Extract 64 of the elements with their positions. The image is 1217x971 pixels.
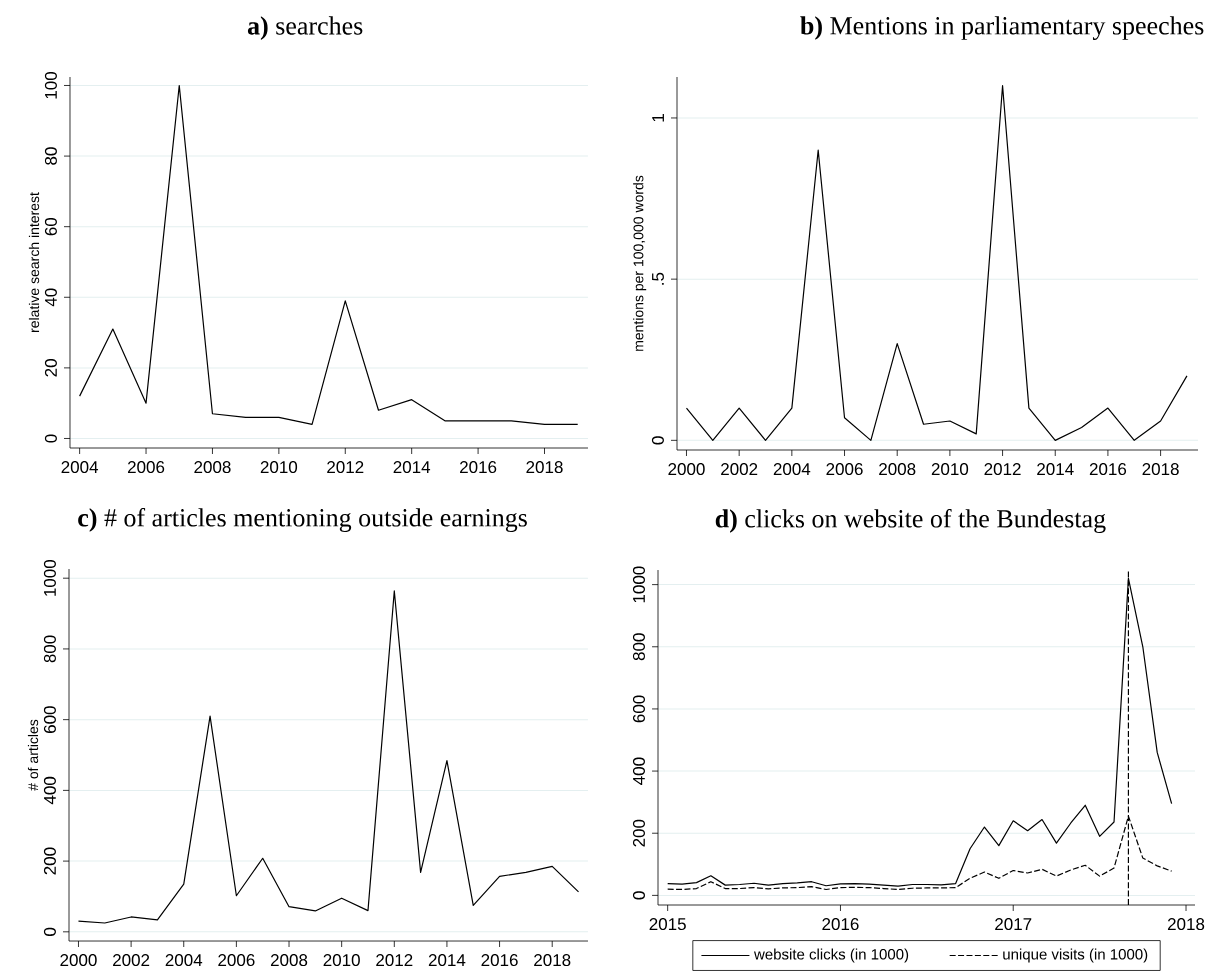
x-tick-label: 2012	[984, 463, 1021, 476]
x-tick-label: 2015	[649, 918, 686, 931]
x-tick-label: 2012	[376, 954, 413, 967]
y-tick-label: 0	[43, 927, 56, 936]
x-tick-label: 2000	[668, 463, 705, 476]
y-tick-label: 800	[632, 633, 645, 661]
y-tick-label: 0	[632, 891, 645, 900]
y-axis-title: mentions per 100,000 words	[633, 175, 647, 351]
x-tick-label: 2008	[879, 463, 916, 476]
y-tick-label: 0	[651, 436, 664, 445]
x-tick-label: 2000	[60, 954, 97, 967]
legend-label: website clicks (in 1000)	[753, 948, 909, 963]
x-tick-label: 2016	[1089, 463, 1127, 476]
y-tick-label: 200	[632, 819, 645, 847]
y-tick-label: 40	[44, 288, 57, 307]
y-tick-label: .5	[652, 272, 664, 285]
x-tick-label: 2002	[721, 463, 758, 476]
y-tick-label: 60	[44, 217, 57, 236]
x-tick-label: 2006	[826, 463, 863, 476]
y-tick-label: 600	[43, 706, 56, 733]
chart-title: c) # of articles mentioning outside earnings	[78, 508, 527, 532]
x-tick-label: 2014	[428, 954, 466, 967]
y-axis-title: # of articles	[27, 719, 39, 791]
x-tick-label: 2004	[773, 463, 811, 476]
x-tick-label: 2006	[218, 954, 255, 967]
x-tick-label: 2016	[460, 461, 497, 474]
x-tick-label: 2018	[526, 461, 563, 474]
x-tick-label: 2004	[165, 954, 203, 967]
x-tick-label: 2018	[534, 954, 571, 967]
line-series	[77, 590, 580, 924]
x-tick-label: 2006	[127, 461, 165, 474]
x-tick-label: 2017	[995, 918, 1032, 931]
x-tick-label: 2010	[260, 461, 298, 474]
y-tick-label: 600	[632, 695, 645, 723]
x-tick-label: 2014	[393, 461, 431, 474]
y-axis-title: relative search interest	[28, 192, 40, 332]
x-tick-label: 2016	[481, 954, 518, 967]
x-tick-label: 2002	[113, 954, 150, 967]
y-tick-label: 0	[44, 434, 57, 443]
chart-title: b) Mentions in parliamentary speeches	[800, 16, 1204, 40]
x-tick-label: 2010	[323, 954, 360, 967]
y-tick-label: 400	[632, 757, 645, 785]
y-tick-label: 100	[44, 71, 57, 99]
y-tick-label: 20	[44, 359, 57, 377]
x-tick-label: 2008	[194, 461, 231, 474]
legend-label: unique visits (in 1000)	[1003, 948, 1148, 963]
x-tick-label: 2014	[1037, 463, 1074, 476]
chart-title: d) clicks on website of the Bundestag	[715, 509, 1106, 533]
y-tick-label: 200	[43, 847, 56, 875]
y-tick-label: 80	[44, 147, 57, 165]
x-tick-label: 2018	[1142, 463, 1179, 476]
x-tick-label: 2010	[931, 463, 969, 476]
x-tick-label: 2012	[327, 461, 364, 474]
x-tick-label: 2016	[822, 918, 859, 931]
y-tick-label: 1	[652, 114, 664, 122]
y-tick-label: 400	[43, 776, 56, 805]
x-tick-label: 2004	[61, 461, 99, 474]
y-tick-label: 800	[43, 635, 56, 663]
chart-title: a) searches	[247, 16, 363, 40]
y-tick-label: 1000	[632, 566, 645, 603]
x-tick-label: 2008	[270, 954, 308, 967]
x-tick-label: 2018	[1167, 918, 1205, 931]
y-tick-label: 1000	[43, 559, 56, 596]
line-series	[685, 85, 1188, 441]
